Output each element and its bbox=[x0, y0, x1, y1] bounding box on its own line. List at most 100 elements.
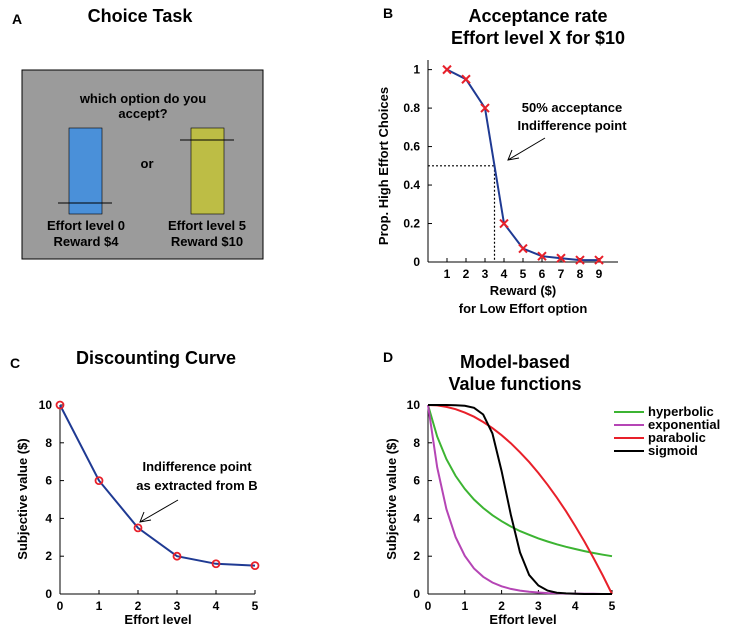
option-left-reward: Reward $4 bbox=[53, 234, 119, 249]
panel-d-y-tick-label: 0 bbox=[413, 587, 420, 601]
panel-a-letter: A bbox=[12, 11, 22, 27]
panel-d-series-exponential-line bbox=[427, 404, 612, 595]
panel-c-y-tick-label: 6 bbox=[45, 474, 52, 488]
panel-b-annotation-arrow bbox=[507, 137, 546, 161]
effort-bar-left bbox=[68, 127, 103, 215]
panel-d-y-tick-label: 6 bbox=[413, 474, 420, 488]
legend-label-exponential: exponential bbox=[648, 417, 720, 432]
panel-b-annotation-line2: Indifference point bbox=[517, 118, 627, 133]
panel-d-title-line2: Value functions bbox=[448, 374, 581, 394]
panel-c-y-tick-label: 10 bbox=[39, 398, 53, 412]
panel-b-data-point bbox=[537, 251, 547, 261]
panel-d: D Model-based Value functions Subjective… bbox=[383, 349, 720, 627]
panel-b-x-tick-label: 9 bbox=[596, 267, 603, 281]
legend-label-sigmoid: sigmoid bbox=[648, 443, 698, 458]
panel-d-series-sigmoid-line bbox=[428, 404, 612, 595]
panel-d-x-tick-label: 3 bbox=[535, 599, 542, 613]
panel-b-x-tick-label: 7 bbox=[558, 267, 565, 281]
panel-c-plot: 0 1 2 3 4 5 0 2 4 6 8 10 bbox=[39, 398, 260, 613]
panel-d-y-tick-label: 10 bbox=[407, 398, 421, 412]
panel-b-marker-stroke bbox=[442, 64, 452, 75]
panel-b-y-tick-label: 0.6 bbox=[403, 140, 420, 154]
panel-c-x-tick-label: 2 bbox=[135, 599, 142, 613]
panel-b-ylabel: Prop. High Effort Choices bbox=[376, 87, 391, 245]
choice-task-screen: which option do you accept? or Effort le… bbox=[21, 69, 264, 260]
panel-b-x-tick-label: 5 bbox=[520, 267, 527, 281]
or-label: or bbox=[141, 156, 154, 171]
option-left-effort: Effort level 0 bbox=[47, 218, 125, 233]
panel-c-arrowhead bbox=[139, 511, 152, 523]
panel-b-data-point bbox=[594, 255, 604, 265]
panel-d-x-tick-label: 4 bbox=[572, 599, 579, 613]
panel-b-x-tick-label: 2 bbox=[463, 267, 470, 281]
panel-b-letter: B bbox=[383, 5, 393, 21]
panel-b-x-tick-label: 8 bbox=[577, 267, 584, 281]
panel-b-data-point bbox=[518, 243, 528, 254]
panel-d-y-tick-label: 4 bbox=[413, 511, 420, 525]
panel-d-x-tick-label: 2 bbox=[498, 599, 505, 613]
panel-b-xlabel-line1: Reward ($) bbox=[490, 283, 556, 298]
panel-b-marker-stroke bbox=[537, 251, 547, 261]
panel-c-x-tick-label: 3 bbox=[174, 599, 181, 613]
panel-c-y-tick-label: 0 bbox=[45, 587, 52, 601]
panel-b-x-tick-label: 3 bbox=[482, 267, 489, 281]
panel-b-marker-stroke bbox=[575, 255, 585, 265]
panel-c-ylabel: Subjective value ($) bbox=[15, 438, 30, 559]
panel-b-y-tick-label: 1 bbox=[413, 63, 420, 77]
panel-d-ylabel: Subjective value ($) bbox=[384, 438, 399, 559]
panel-c-data-point bbox=[94, 476, 104, 486]
panel-d-x-tick-label: 0 bbox=[425, 599, 432, 613]
panel-b-y-tick-label: 0.8 bbox=[403, 101, 420, 115]
panel-c-annotation-arrow bbox=[139, 499, 179, 523]
panel-c-y-tick-label: 8 bbox=[45, 436, 52, 450]
panel-d-x-tick-label: 1 bbox=[461, 599, 468, 613]
panel-b-marker-stroke bbox=[556, 253, 566, 263]
panel-b-data-point bbox=[480, 103, 490, 113]
panel-d-title-line1: Model-based bbox=[460, 352, 570, 372]
panel-d-series-parabolic-line bbox=[427, 404, 613, 595]
panel-b-marker-stroke bbox=[461, 74, 471, 84]
panel-b-title-line1: Acceptance rate bbox=[468, 6, 607, 26]
panel-c-series-discounting-line bbox=[59, 404, 256, 567]
panel-b-annotation-line1: 50% acceptance bbox=[522, 100, 622, 115]
panel-b-x-tick-label: 1 bbox=[444, 267, 451, 281]
panel-b-series-acceptance-line bbox=[446, 68, 599, 262]
panel-c-xlabel: Effort level bbox=[124, 612, 191, 627]
panel-b-y-tick-label: 0 bbox=[413, 255, 420, 269]
panel-d-y-tick-label: 8 bbox=[413, 436, 420, 450]
panel-a-title: Choice Task bbox=[88, 6, 194, 26]
panel-b-data-point bbox=[556, 253, 566, 263]
panel-c-title: Discounting Curve bbox=[76, 348, 236, 368]
panel-b-plot: 1 2 3 4 5 6 7 8 900.20.40.60.81 bbox=[403, 60, 618, 281]
panel-c-annotation-line1: Indifference point bbox=[142, 459, 252, 474]
legend-label-hyperbolic: hyperbolic bbox=[648, 404, 714, 419]
panel-b-marker-stroke bbox=[480, 103, 490, 113]
panel-b-x-tick-label: 6 bbox=[539, 267, 546, 281]
panel-b-data-point bbox=[499, 218, 509, 229]
panel-d-letter: D bbox=[383, 349, 393, 365]
panel-b-marker-stroke bbox=[518, 243, 528, 254]
panel-c-data-point bbox=[250, 561, 260, 571]
panel-c-data-point bbox=[211, 559, 221, 569]
option-right-reward: Reward $10 bbox=[171, 234, 243, 249]
panel-c-data-point bbox=[133, 523, 143, 533]
panel-c-x-tick-label: 0 bbox=[57, 599, 64, 613]
panel-b-y-tick-label: 0.4 bbox=[403, 178, 420, 192]
panel-d-series-hyperbolic-line bbox=[427, 404, 613, 558]
panel-c: C Discounting Curve Subjective value ($)… bbox=[10, 348, 260, 627]
panel-a: A Choice Task which option do you accept… bbox=[12, 6, 264, 260]
panel-d-y-tick-label: 2 bbox=[413, 549, 420, 563]
panel-c-annotation-line2: as extracted from B bbox=[136, 478, 257, 493]
panel-b-title-line2: Effort level X for $10 bbox=[451, 28, 625, 48]
panel-b-x-tick-label: 4 bbox=[501, 267, 508, 281]
legend-label-parabolic: parabolic bbox=[648, 430, 706, 445]
panel-d-xlabel: Effort level bbox=[489, 612, 556, 627]
panel-b-data-point bbox=[442, 64, 452, 75]
task-question-line2: accept? bbox=[118, 106, 167, 121]
panel-b-marker-stroke bbox=[499, 218, 509, 229]
panel-d-x-tick-label: 5 bbox=[609, 599, 616, 613]
panel-c-data-point bbox=[55, 400, 65, 410]
panel-c-letter: C bbox=[10, 355, 20, 371]
